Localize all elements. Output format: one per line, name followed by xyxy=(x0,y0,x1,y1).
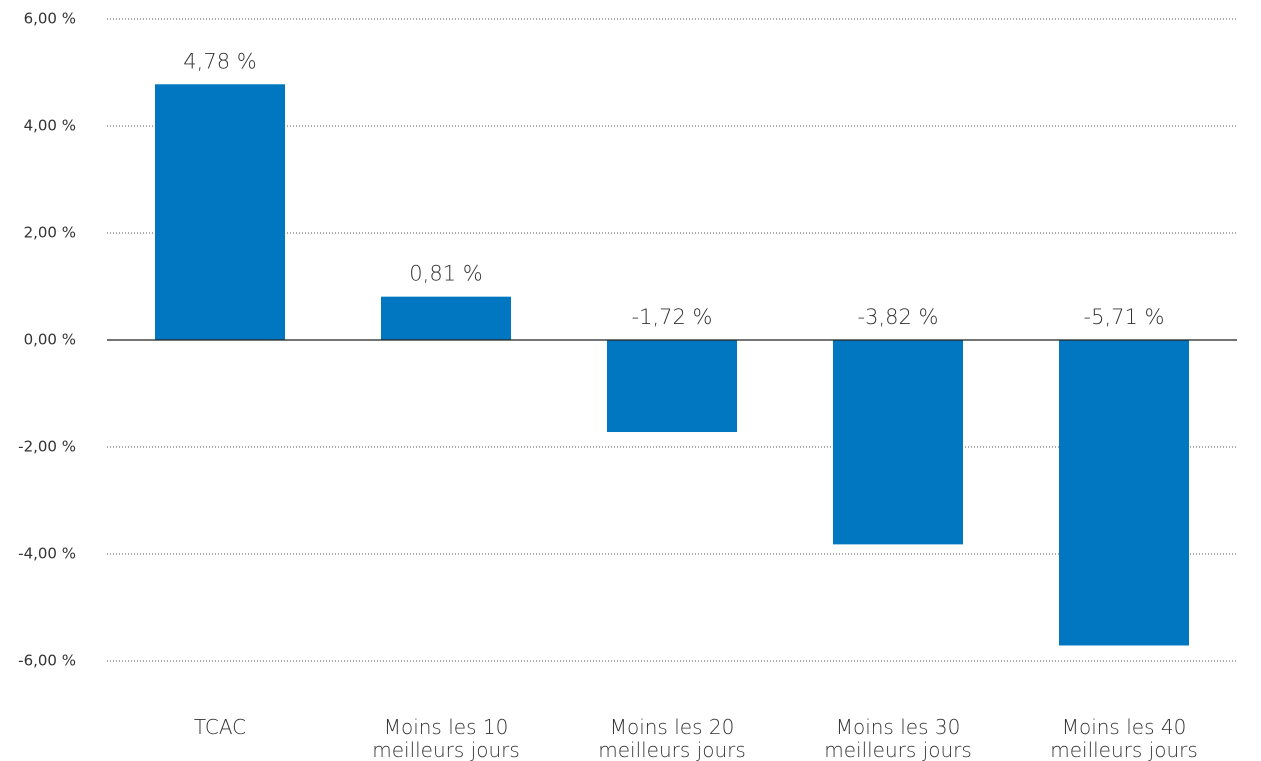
value-label: -1,72 % xyxy=(632,305,713,329)
x-tick-label: Moins les 20 meilleurs jours xyxy=(598,715,746,761)
value-label: -5,71 % xyxy=(1084,305,1165,329)
value-label: -3,82 % xyxy=(858,305,939,329)
y-tick-label: -4,00 % xyxy=(18,545,76,563)
x-tick-label: Moins les 30 meilleurs jours xyxy=(824,715,972,761)
x-tick-label: TCAC xyxy=(194,715,246,739)
y-tick-label: 4,00 % xyxy=(24,117,76,135)
value-label: 4,78 % xyxy=(183,49,256,73)
x-tick-label: Moins les 40 meilleurs jours xyxy=(1050,715,1198,761)
y-tick-label: -6,00 % xyxy=(18,652,76,670)
y-tick-label: -2,00 % xyxy=(18,438,76,456)
y-tick-label: 2,00 % xyxy=(24,224,76,242)
bar xyxy=(833,340,963,545)
bar xyxy=(607,340,737,433)
bar xyxy=(381,296,511,340)
y-tick-label: 6,00 % xyxy=(24,10,76,28)
bar xyxy=(1059,340,1189,646)
bar xyxy=(155,84,285,341)
value-label: 0,81 % xyxy=(409,262,482,286)
x-tick-label: Moins les 10 meilleurs jours xyxy=(372,715,520,761)
y-tick-label: 0,00 % xyxy=(24,331,76,349)
